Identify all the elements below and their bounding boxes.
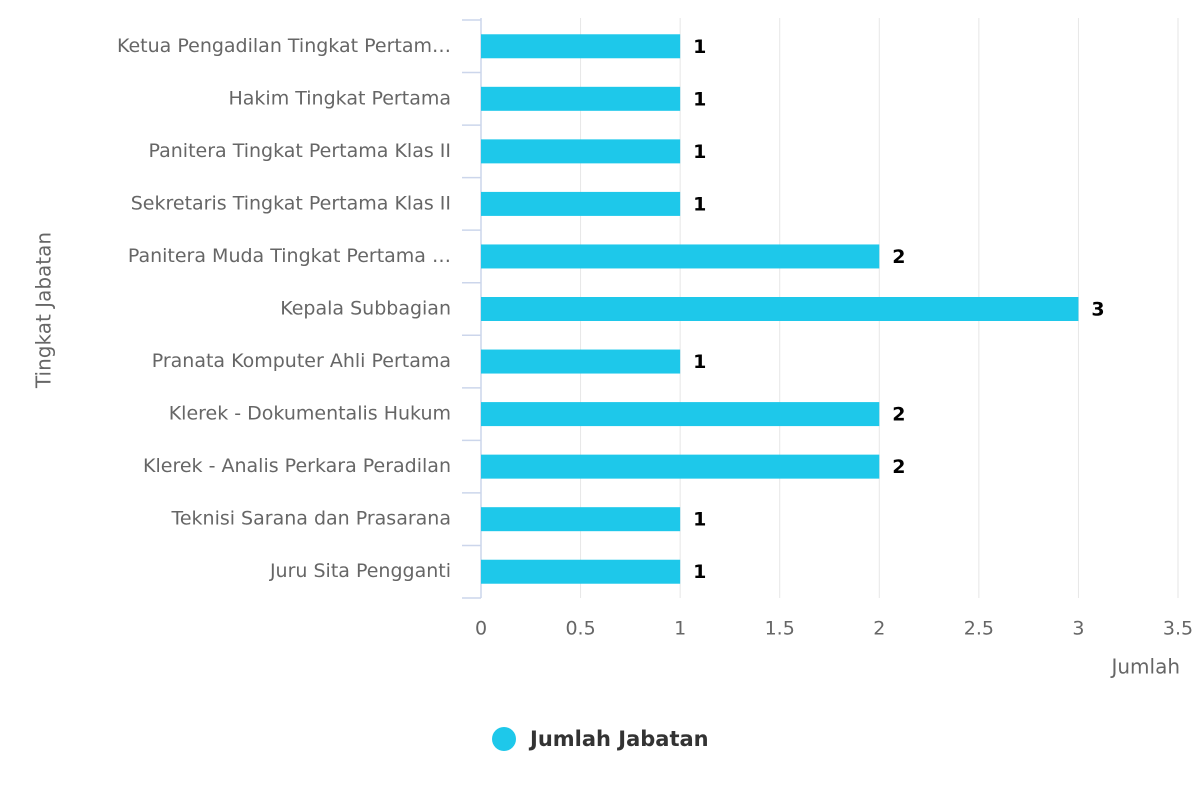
data-label: 2: [892, 404, 905, 426]
bar: [481, 402, 880, 427]
x-tick-label: 0: [475, 618, 487, 640]
legend-marker: [492, 727, 516, 751]
y-tick-label: Juru Sita Pengganti: [269, 560, 451, 582]
x-tick-label: 3.5: [1163, 618, 1193, 640]
x-tick-label: 1.5: [765, 618, 795, 640]
data-label: 1: [693, 193, 706, 215]
y-tick-label: Klerek - Analis Perkara Peradilan: [143, 455, 451, 477]
y-tick-label: Ketua Pengadilan Tingkat Pertam…: [117, 35, 451, 57]
y-tick-label: Hakim Tingkat Pertama: [229, 87, 452, 109]
x-tick-label: 0.5: [565, 618, 595, 640]
y-axis-title: Tingkat Jabatan: [32, 232, 56, 389]
data-label: 2: [892, 246, 905, 268]
data-label: 1: [693, 509, 706, 531]
data-label: 1: [693, 36, 706, 58]
x-tick-label: 1: [674, 618, 686, 640]
legend-label: Jumlah Jabatan: [528, 727, 709, 751]
data-label: 2: [892, 456, 905, 478]
data-label: 1: [693, 88, 706, 110]
bar: [481, 244, 880, 269]
y-tick-label: Pranata Komputer Ahli Pertama: [152, 350, 451, 372]
bar: [481, 139, 681, 164]
x-tick-label: 2: [873, 618, 885, 640]
bar: [481, 86, 681, 111]
y-tick-label: Klerek - Dokumentalis Hukum: [169, 403, 451, 425]
y-tick-label: Sekretaris Tingkat Pertama Klas II: [131, 192, 451, 214]
bar: [481, 349, 681, 374]
bar: [481, 454, 880, 479]
data-label: 1: [693, 141, 706, 163]
bar: [481, 34, 681, 59]
data-label: 1: [693, 351, 706, 373]
bar: [481, 559, 681, 584]
y-tick-label: Teknisi Sarana dan Prasarana: [170, 508, 451, 530]
x-tick-label: 3: [1072, 618, 1084, 640]
x-axis-title: Jumlah: [1109, 655, 1180, 679]
x-tick-label: 2.5: [964, 618, 994, 640]
y-tick-label: Panitera Muda Tingkat Pertama …: [128, 245, 451, 267]
bar: [481, 297, 1079, 321]
bar: [481, 191, 681, 216]
data-label: 1: [693, 561, 706, 583]
bar: [481, 507, 681, 532]
y-tick-label: Kepala Subbagian: [280, 298, 451, 320]
y-tick-label: Panitera Tingkat Pertama Klas II: [149, 140, 452, 162]
data-label: 3: [1091, 299, 1104, 321]
